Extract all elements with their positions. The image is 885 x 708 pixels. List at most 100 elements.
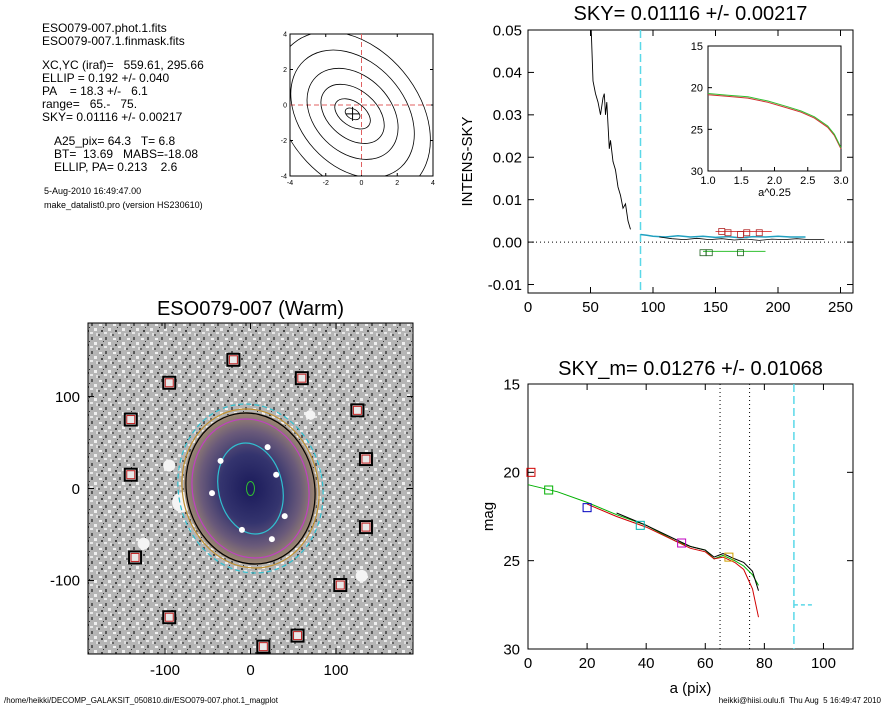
masked-star-box (123, 467, 138, 482)
sky-box-marker (705, 249, 713, 257)
plot-frame (527, 29, 854, 294)
mag-ylabel: mag (480, 502, 497, 531)
masked-star-inner (130, 552, 140, 562)
x-tick-label: 250 (828, 299, 853, 316)
masked-star-inner (258, 642, 268, 652)
plot-frame (527, 383, 854, 650)
mag-xlabel: a (pix) (670, 680, 712, 697)
masked-star-inner (126, 415, 136, 425)
masked-star-box (333, 578, 348, 593)
y-tick-label: 15 (503, 376, 520, 393)
footer-signature: heikki@hiisi.oulu.fi Thu Aug 5 16:49:47 … (718, 696, 881, 705)
galaxy-center-ellipse (246, 481, 255, 496)
y-tick-label: 100 (55, 389, 80, 406)
x-tick-label: 0 (524, 299, 532, 316)
masked-blob (355, 569, 368, 582)
masked-star-box (350, 403, 365, 418)
y-tick-label: 4 (283, 31, 287, 38)
mag-box-marker (526, 467, 536, 477)
header-line: XC,YC (iraf)= 559.61, 295.66 (42, 58, 204, 72)
masked-star-inside (209, 490, 216, 497)
y-tick-label: -100 (50, 573, 80, 590)
masked-star-box (162, 610, 177, 625)
masked-star-box (358, 452, 373, 467)
sky-title: SKY= 0.01116 +/- 0.00217 (574, 3, 808, 25)
contour-line (320, 83, 385, 144)
inset-y-tick-label: 15 (691, 41, 703, 53)
masked-star-inner (164, 612, 174, 622)
x-tick-label: 0 (246, 662, 254, 679)
sky-box-marker (743, 229, 751, 237)
masked-blob (305, 409, 316, 420)
contour-line (290, 49, 415, 176)
y-tick-label: 20 (503, 465, 520, 482)
masked-blob (137, 537, 150, 550)
masked-star-box (123, 412, 138, 427)
inset-y-tick-label: 20 (691, 83, 703, 95)
masked-star-inside (264, 444, 271, 451)
isophote-ellipse (181, 408, 320, 569)
x-tick-label: 60 (697, 655, 714, 672)
x-tick-label: 4 (431, 180, 435, 187)
contour-line (334, 98, 371, 130)
y-tick-label: 0.03 (493, 107, 522, 124)
x-tick-label: 200 (765, 299, 790, 316)
mag-series-line (616, 512, 759, 591)
y-tick-label: 0 (72, 481, 80, 498)
galaxy-body (183, 411, 318, 566)
header-line: make_datalist0.pro (version HS230610) (44, 200, 203, 210)
x-tick-label: 0 (524, 655, 532, 672)
header-line: SKY= 0.01116 +/- 0.00217 (42, 110, 183, 124)
mag-series-line (527, 484, 759, 586)
mag-title: SKY_m= 0.01276 +/- 0.01068 (558, 358, 823, 380)
inset-x-tick-label: 3.0 (833, 175, 848, 187)
y-tick-label: 25 (503, 553, 520, 570)
y-tick-label: -2 (281, 138, 287, 145)
y-tick-label: 0 (283, 102, 287, 109)
x-tick-label: 100 (640, 299, 665, 316)
masked-star-box (294, 371, 309, 386)
x-tick-label: 40 (638, 655, 655, 672)
isophote-ellipse (217, 442, 284, 535)
isophote-ellipse (185, 412, 316, 565)
footer-path: /home/heikki/DECOMP_GALAKSIT_050810.dir/… (4, 696, 278, 705)
contour-line (306, 67, 399, 160)
mag-box-marker (724, 552, 734, 562)
masked-blob (163, 459, 176, 472)
masked-star-inside (273, 471, 280, 478)
y-tick-label: 0.04 (493, 65, 522, 82)
mag-box-marker (635, 520, 645, 530)
y-tick-label: -0.01 (488, 277, 522, 294)
sky-box-marker (737, 249, 744, 257)
mag-box-marker (544, 485, 554, 495)
masked-star-inner (164, 378, 174, 388)
inset-x-tick-label: 2.5 (800, 175, 815, 187)
header-line: 5-Aug-2010 16:49:47.00 (44, 186, 142, 196)
x-tick-label: 0 (360, 180, 364, 187)
y-tick-label: 0.02 (493, 150, 522, 167)
masked-star-inner (352, 405, 362, 415)
masked-star-box (358, 520, 373, 535)
header-line: ELLIP, PA= 0.213 2.6 (54, 160, 178, 174)
header-line: ELLIP = 0.192 +/- 0.040 (42, 71, 170, 85)
sky-box-marker (737, 231, 744, 238)
contour-line (344, 107, 361, 121)
mag-series-line (586, 503, 759, 618)
isophote-ellipse (177, 403, 324, 574)
header-line: A25_pix= 64.3 T= 6.8 (54, 134, 176, 148)
masked-star-box (290, 628, 305, 643)
masked-star-inner (361, 522, 371, 532)
inset-x-tick-label: 1.0 (700, 175, 715, 187)
header-line: range= 65.- 75. (42, 97, 138, 111)
x-tick-label: 20 (579, 655, 596, 672)
inset-y-tick-label: 30 (691, 166, 703, 178)
inset-y-tick-label: 25 (691, 124, 703, 136)
x-tick-label: -100 (150, 662, 180, 679)
sky-profile (590, 30, 631, 230)
x-tick-label: 100 (811, 655, 836, 672)
masked-star-inner (126, 470, 136, 480)
mag-box-marker (582, 503, 592, 513)
y-tick-label: 30 (503, 641, 520, 658)
header-line: ESO079-007.1.finmask.fits (42, 34, 185, 48)
